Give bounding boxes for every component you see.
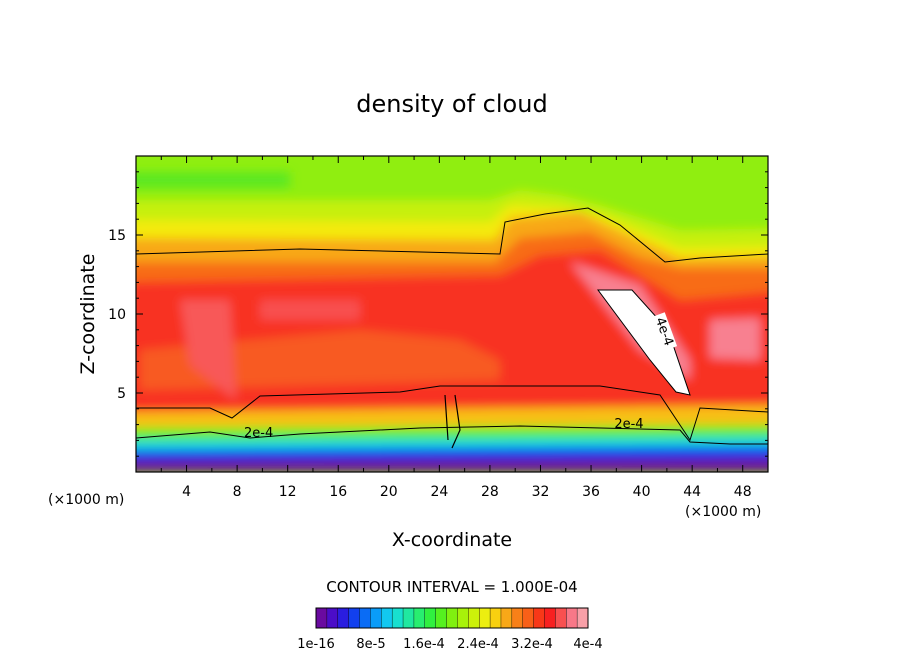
y-tick-label: 5 [117,386,126,402]
x-tick-label: 44 [683,484,701,500]
chart-title: density of cloud [356,90,547,118]
x-tick-label: 24 [430,484,448,500]
field-upper-pocket [136,172,290,188]
contour-1e-4-lower [136,385,768,442]
colorbar-swatch [402,607,415,629]
x-tick-label: 32 [532,484,550,500]
contour-2e-4-lower [136,425,768,445]
x-unit-right: (×1000 m) [685,504,761,520]
colorbar-swatch [370,607,382,629]
x-axis-label: X-coordinate [392,529,512,551]
colorbar-swatch [359,607,371,629]
colorbar-swatch [413,607,426,629]
colorbar-swatch [435,607,448,629]
field-mid-pink [260,300,360,320]
contour-label-backdrop [651,312,678,351]
y-tick-group: 5 10 15 [108,171,768,457]
colorbar [315,607,589,629]
x-unit-left: (×1000 m) [48,492,124,508]
x-tick-label: 36 [582,484,600,500]
field-far-right-pink [710,318,760,360]
colorbar-frame [315,607,589,629]
y-axis-label: Z-coordinate [77,254,99,375]
colorbar-swatch [315,607,328,629]
colorbar-swatch [576,607,589,629]
x-tick-label: 12 [279,484,297,500]
colorbar-label-group: 1e-16 8e-5 1.6e-4 2.4e-4 3.2e-4 4e-4 [297,637,602,652]
plot-area [136,156,768,472]
field-low-purple [136,458,768,472]
x-tick-group: 4 8 12 16 20 24 28 32 36 40 44 48 [160,156,752,500]
x-tick-label: 4 [182,484,191,500]
colorbar-swatch [555,607,567,629]
colorbar-label: 1.6e-4 [403,637,445,652]
colorbar-swatch [326,607,339,629]
colorbar-swatch [544,607,556,629]
colorbar-swatch [424,607,437,629]
colorbar-swatch [511,607,524,629]
colorbar-swatch [457,607,469,629]
colorbar-swatch [533,607,545,629]
contour-label: 2e-4 [244,426,273,441]
colorbar-label: 4e-4 [573,637,602,652]
field-left-pink [180,300,236,400]
y-tick-label: 10 [108,307,126,323]
colorbar-swatch [468,607,480,629]
colorbar-label: 3.2e-4 [511,637,553,652]
colorbar-swatch [489,607,502,629]
colorbar-swatch [381,607,393,629]
colorbar-swatch [479,607,491,629]
density-field [136,172,768,472]
x-tick-label: 20 [380,484,398,500]
x-tick-label: 16 [329,484,347,500]
contour-cluster-center [444,394,461,449]
contour-1e-4-upper [136,207,768,263]
contour-4e-4-region [597,289,691,396]
field-low-blue [136,446,768,462]
contour-label: 2e-4 [614,417,643,432]
colorbar-swatch [522,607,535,629]
contour-interval-text: CONTOUR INTERVAL = 1.000E-04 [326,578,577,596]
colorbar-label: 8e-5 [356,637,385,652]
colorbar-label: 1e-16 [297,637,335,652]
colorbar-swatch [391,607,404,629]
colorbar-swatch [337,607,350,629]
colorbar-label: 2.4e-4 [457,637,499,652]
colorbar-swatch [446,607,458,629]
colorbar-swatch [500,607,513,629]
colorbar-swatch [348,607,361,629]
x-tick-label: 40 [633,484,651,500]
x-tick-label: 28 [481,484,499,500]
x-tick-label: 48 [734,484,752,500]
colorbar-swatch [566,607,578,629]
y-tick-label: 15 [108,228,126,244]
x-tick-label: 8 [233,484,242,500]
